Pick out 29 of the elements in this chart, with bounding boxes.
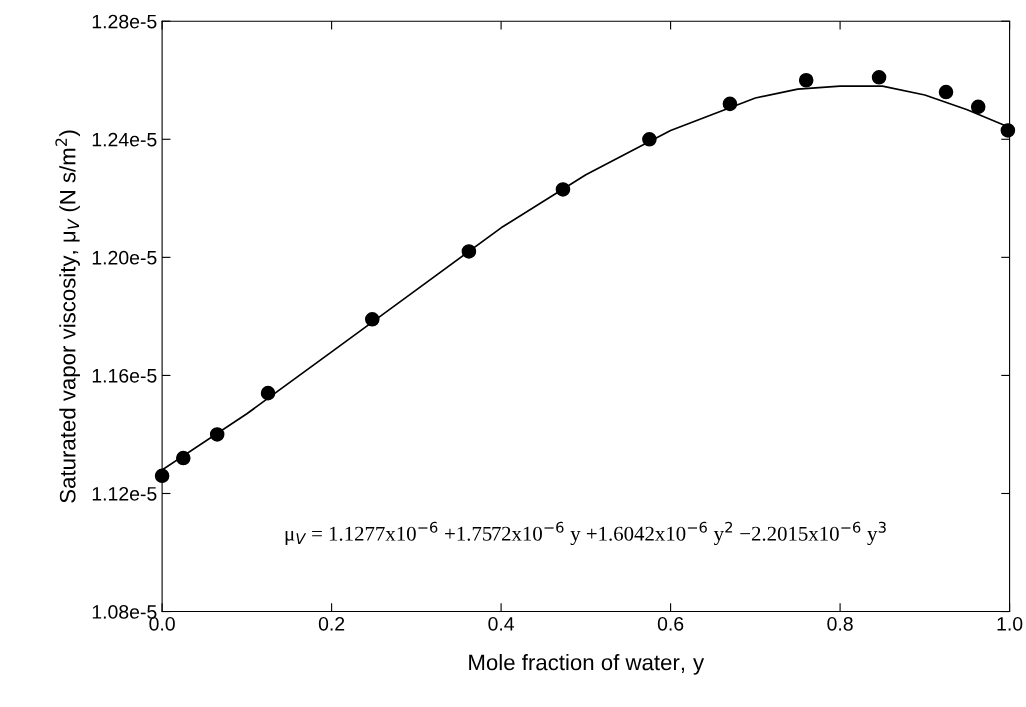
x-tick-label: 0.6 xyxy=(657,616,684,631)
point xyxy=(798,72,814,88)
x-tick-label: 0.4 xyxy=(488,616,515,631)
point xyxy=(642,131,657,147)
point xyxy=(461,244,477,259)
point xyxy=(1000,123,1016,138)
point xyxy=(154,468,170,484)
x-tick-label: 0.2 xyxy=(318,616,345,631)
point xyxy=(970,99,986,115)
x-tick-label: 1.0 xyxy=(997,616,1023,631)
y-tick-label: 1.20e-5 xyxy=(92,250,157,265)
x-tick-label: 0.8 xyxy=(827,616,853,631)
y-tick-label: 1.28e-5 xyxy=(92,14,157,29)
point xyxy=(364,312,380,327)
y-axis-title: Saturated vapor viscosity, μ$_{V}$ (N s/m$^{2}$) xyxy=(55,130,80,503)
point xyxy=(260,385,276,401)
y-tick-label: 1.16e-5 xyxy=(92,368,157,383)
x-axis-title: Mole fraction of water, y xyxy=(469,653,705,675)
point xyxy=(209,427,225,442)
x-tick-label: 0.0 xyxy=(149,616,175,631)
point xyxy=(722,96,738,112)
point xyxy=(871,70,887,85)
point xyxy=(938,84,954,100)
point xyxy=(176,450,191,466)
y-tick-label: 1.24e-5 xyxy=(92,132,157,147)
y-tick-label: 1.12e-5 xyxy=(92,486,157,501)
text: μ$_{V}$ = 1.1277x10$^{−6}$ +1.7572x10$^{−6}$ y +1.6042x10$^{−6}$ y$^{2}$ −2.2015x10$^{−6}$ y$^{3}$ xyxy=(285,521,886,546)
point xyxy=(555,182,571,197)
y-tick-label: 1.08e-5 xyxy=(92,605,157,619)
